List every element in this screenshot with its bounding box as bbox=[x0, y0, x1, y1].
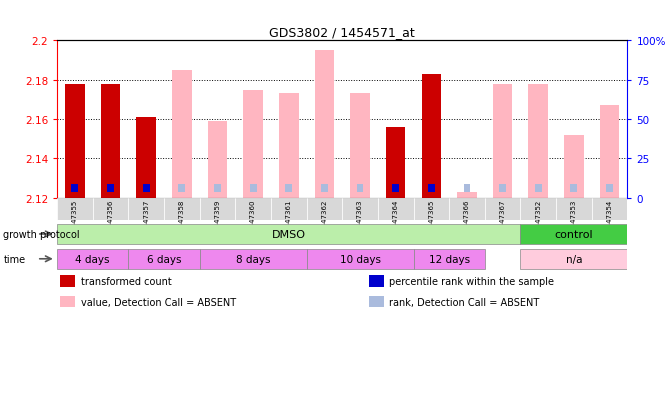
Text: growth protocol: growth protocol bbox=[3, 229, 80, 240]
Text: GSM447363: GSM447363 bbox=[357, 199, 363, 242]
FancyBboxPatch shape bbox=[236, 198, 271, 221]
Text: GSM447361: GSM447361 bbox=[286, 199, 292, 242]
FancyBboxPatch shape bbox=[200, 249, 307, 269]
Text: transformed count: transformed count bbox=[81, 276, 171, 286]
FancyBboxPatch shape bbox=[57, 224, 521, 244]
Bar bbox=[101, 85, 120, 198]
FancyBboxPatch shape bbox=[521, 198, 556, 221]
FancyBboxPatch shape bbox=[57, 249, 128, 269]
FancyBboxPatch shape bbox=[484, 198, 521, 221]
Bar bbox=[178, 185, 185, 192]
Bar bbox=[214, 185, 221, 192]
FancyBboxPatch shape bbox=[271, 198, 307, 221]
Text: 10 days: 10 days bbox=[340, 254, 380, 264]
Text: GSM447364: GSM447364 bbox=[393, 199, 399, 242]
FancyBboxPatch shape bbox=[307, 198, 342, 221]
Text: control: control bbox=[555, 229, 593, 240]
FancyBboxPatch shape bbox=[128, 198, 164, 221]
Text: 6 days: 6 days bbox=[147, 254, 181, 264]
Text: 4 days: 4 days bbox=[75, 254, 110, 264]
FancyBboxPatch shape bbox=[378, 198, 413, 221]
Bar bbox=[570, 185, 577, 192]
Text: GSM447362: GSM447362 bbox=[321, 199, 327, 242]
FancyBboxPatch shape bbox=[592, 198, 627, 221]
FancyBboxPatch shape bbox=[342, 198, 378, 221]
Bar bbox=[393, 185, 399, 192]
FancyBboxPatch shape bbox=[93, 198, 128, 221]
Text: GSM447366: GSM447366 bbox=[464, 199, 470, 242]
Bar bbox=[428, 185, 435, 192]
Bar bbox=[207, 122, 227, 198]
FancyBboxPatch shape bbox=[128, 249, 200, 269]
Bar bbox=[285, 185, 292, 192]
Bar bbox=[143, 185, 150, 192]
Text: percentile rank within the sample: percentile rank within the sample bbox=[389, 276, 554, 286]
Bar bbox=[279, 94, 299, 198]
Bar bbox=[315, 51, 334, 198]
FancyBboxPatch shape bbox=[307, 249, 413, 269]
Text: GSM447357: GSM447357 bbox=[143, 199, 149, 242]
Bar bbox=[457, 192, 477, 198]
FancyBboxPatch shape bbox=[556, 198, 592, 221]
Bar bbox=[65, 85, 85, 198]
Text: GSM447365: GSM447365 bbox=[428, 199, 434, 242]
Text: 8 days: 8 days bbox=[236, 254, 270, 264]
Bar bbox=[499, 185, 506, 192]
Text: GSM447355: GSM447355 bbox=[72, 199, 78, 242]
Bar bbox=[244, 90, 263, 198]
Text: rank, Detection Call = ABSENT: rank, Detection Call = ABSENT bbox=[389, 297, 539, 307]
Text: GSM447354: GSM447354 bbox=[607, 199, 613, 242]
FancyBboxPatch shape bbox=[164, 198, 200, 221]
Bar bbox=[421, 75, 441, 198]
Text: value, Detection Call = ABSENT: value, Detection Call = ABSENT bbox=[81, 297, 236, 307]
Text: GSM447358: GSM447358 bbox=[178, 199, 185, 242]
Text: 12 days: 12 days bbox=[429, 254, 470, 264]
Bar bbox=[529, 85, 548, 198]
Bar bbox=[136, 118, 156, 198]
FancyBboxPatch shape bbox=[521, 249, 627, 269]
Text: GSM447360: GSM447360 bbox=[250, 199, 256, 242]
Text: n/a: n/a bbox=[566, 254, 582, 264]
Text: GSM447353: GSM447353 bbox=[571, 199, 577, 242]
Bar bbox=[564, 135, 584, 198]
Bar bbox=[356, 185, 364, 192]
Text: time: time bbox=[3, 254, 25, 264]
Title: GDS3802 / 1454571_at: GDS3802 / 1454571_at bbox=[269, 26, 415, 39]
Bar bbox=[464, 185, 470, 192]
Bar bbox=[350, 94, 370, 198]
Text: GSM447359: GSM447359 bbox=[215, 199, 221, 242]
FancyBboxPatch shape bbox=[413, 249, 484, 269]
Bar bbox=[386, 128, 405, 198]
FancyBboxPatch shape bbox=[521, 224, 627, 244]
Text: GSM447352: GSM447352 bbox=[535, 199, 541, 242]
FancyBboxPatch shape bbox=[449, 198, 484, 221]
Bar bbox=[250, 185, 256, 192]
Bar bbox=[321, 185, 328, 192]
FancyBboxPatch shape bbox=[57, 198, 93, 221]
FancyBboxPatch shape bbox=[200, 198, 236, 221]
Bar bbox=[606, 185, 613, 192]
Text: DMSO: DMSO bbox=[272, 229, 306, 240]
Bar bbox=[71, 185, 79, 192]
Bar bbox=[172, 71, 192, 198]
Text: GSM447367: GSM447367 bbox=[500, 199, 506, 242]
Bar bbox=[493, 85, 513, 198]
Bar bbox=[535, 185, 541, 192]
FancyBboxPatch shape bbox=[413, 198, 449, 221]
Bar bbox=[600, 106, 619, 198]
Text: GSM447356: GSM447356 bbox=[107, 199, 113, 242]
Bar bbox=[107, 185, 114, 192]
